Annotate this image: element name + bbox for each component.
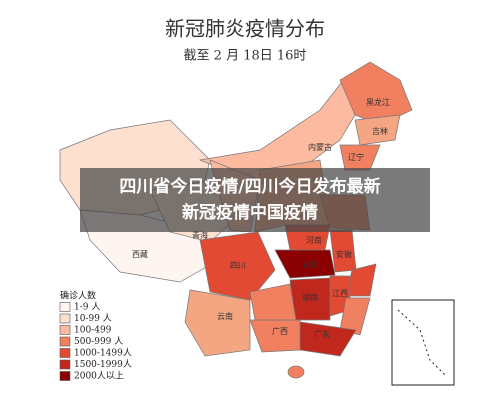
province-label: 吉林 xyxy=(372,126,388,136)
legend-label: 500-999 人 xyxy=(74,336,123,347)
region xyxy=(339,297,371,336)
legend-swatch xyxy=(59,348,71,358)
province-label: 四川 xyxy=(230,261,246,270)
province-label: 湖北 xyxy=(302,260,318,269)
legend-swatch xyxy=(59,371,71,381)
inset-box xyxy=(391,299,455,386)
legend-swatch xyxy=(59,313,71,324)
province-label: 安徽 xyxy=(336,249,352,259)
region xyxy=(249,283,297,321)
legend-label: 2000人以上 xyxy=(74,371,124,382)
region xyxy=(184,289,251,357)
inset-islands xyxy=(397,309,446,376)
province-label: 江西 xyxy=(332,289,348,298)
region xyxy=(339,61,413,126)
banner-text: 四川省今日疫情/四川今日发布最新 xyxy=(119,176,380,197)
legend-swatch xyxy=(59,325,71,335)
legend-label: 1000-1499人 xyxy=(74,348,132,359)
province-label: 湖南 xyxy=(302,292,318,302)
title: 新冠肺炎疫情分布 xyxy=(165,17,325,41)
province-label: 河南 xyxy=(306,235,322,245)
region xyxy=(274,249,336,279)
banner xyxy=(80,168,430,232)
legend-swatch xyxy=(59,336,71,347)
province-label: 内蒙古 xyxy=(308,142,332,152)
legend-title: 确诊人数 xyxy=(60,290,96,302)
region xyxy=(199,231,276,301)
legend-label: 10-99 人 xyxy=(74,313,112,324)
province-label: 青海 xyxy=(192,230,208,240)
province-label: 广西 xyxy=(272,326,288,336)
province-label: 黑龙江 xyxy=(366,97,390,107)
region xyxy=(354,114,401,146)
legend-swatch xyxy=(59,359,71,370)
banner-text: 新冠疫情中国疫情 xyxy=(182,202,318,223)
legend-label: 1500-1999人 xyxy=(74,359,132,370)
legend-swatch xyxy=(59,302,71,312)
region xyxy=(249,319,301,353)
region xyxy=(287,365,305,379)
province-label: 广东 xyxy=(314,329,330,339)
legend-label: 1-9 人 xyxy=(74,302,100,313)
legend-label: 100-499 xyxy=(74,326,112,336)
subtitle: 截至 2 月 18日 16时 xyxy=(184,49,307,64)
province-label: 辽宁 xyxy=(348,152,364,162)
province-label: 云南 xyxy=(217,311,233,321)
province-label: 西藏 xyxy=(132,249,148,259)
